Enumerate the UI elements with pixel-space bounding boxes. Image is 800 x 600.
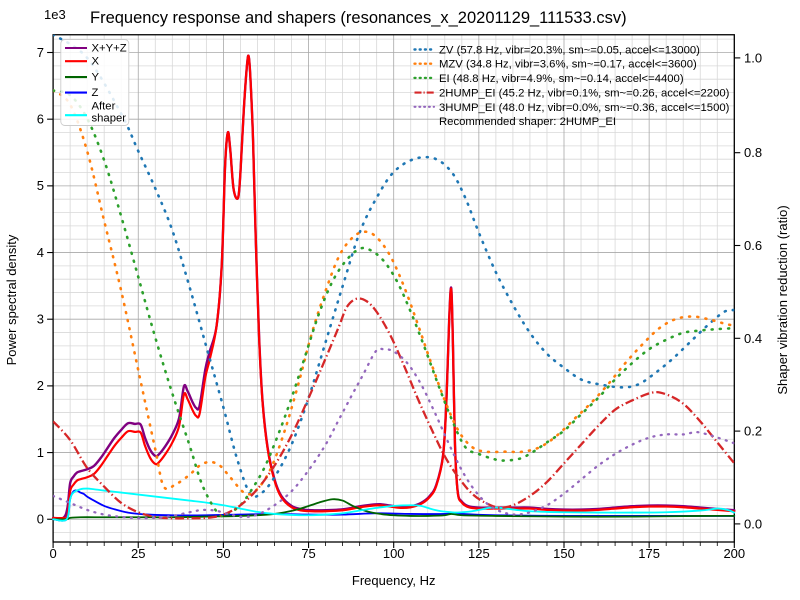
svg-text:ZV (57.8 Hz, vibr=20.3%, sm~=0: ZV (57.8 Hz, vibr=20.3%, sm~=0.05, accel…: [439, 45, 700, 57]
svg-text:6: 6: [37, 111, 44, 126]
svg-text:X+Y+Z: X+Y+Z: [92, 43, 127, 55]
svg-text:X: X: [92, 56, 100, 68]
svg-text:After: After: [92, 101, 116, 113]
svg-text:2HUMP_EI (45.2 Hz, vibr=0.1%,: 2HUMP_EI (45.2 Hz, vibr=0.1%, sm~=0.26, …: [439, 88, 730, 100]
svg-text:0: 0: [37, 512, 44, 527]
svg-text:100: 100: [383, 546, 405, 561]
svg-text:2: 2: [37, 378, 44, 393]
svg-text:125: 125: [468, 546, 490, 561]
svg-text:0: 0: [49, 546, 56, 561]
svg-text:Frequency response and shapers: Frequency response and shapers (resonanc…: [90, 9, 627, 27]
svg-text:0.8: 0.8: [744, 145, 762, 160]
svg-text:50: 50: [216, 546, 230, 561]
svg-text:Frequency, Hz: Frequency, Hz: [352, 573, 436, 588]
svg-text:Power spectral density: Power spectral density: [4, 234, 19, 365]
svg-text:1e3: 1e3: [44, 7, 66, 22]
svg-text:Shaper vibration reduction (ra: Shaper vibration reduction (ratio): [775, 205, 790, 394]
svg-text:EI (48.8 Hz, vibr=4.9%, sm~=0.: EI (48.8 Hz, vibr=4.9%, sm~=0.14, accel<…: [439, 73, 684, 85]
svg-text:1: 1: [37, 445, 44, 460]
svg-text:175: 175: [638, 546, 660, 561]
svg-text:Z: Z: [92, 87, 99, 99]
svg-text:0.4: 0.4: [744, 331, 762, 346]
svg-text:3HUMP_EI (48.0 Hz, vibr=0.0%,: 3HUMP_EI (48.0 Hz, vibr=0.0%, sm~=0.36, …: [439, 102, 730, 114]
svg-text:0.2: 0.2: [744, 424, 762, 439]
svg-text:Y: Y: [92, 72, 100, 84]
svg-text:200: 200: [723, 546, 745, 561]
svg-text:4: 4: [37, 245, 44, 260]
svg-text:Recommended shaper: 2HUMP_EI: Recommended shaper: 2HUMP_EI: [439, 116, 616, 128]
svg-text:0.6: 0.6: [744, 238, 762, 253]
svg-text:25: 25: [131, 546, 145, 561]
svg-text:0.0: 0.0: [744, 516, 762, 531]
svg-text:3: 3: [37, 311, 44, 326]
svg-text:75: 75: [301, 546, 315, 561]
svg-text:150: 150: [553, 546, 575, 561]
svg-text:5: 5: [37, 178, 44, 193]
svg-text:1.0: 1.0: [744, 50, 762, 65]
svg-text:7: 7: [37, 45, 44, 60]
svg-text:MZV (34.8 Hz, vibr=3.6%, sm~=0: MZV (34.8 Hz, vibr=3.6%, sm~=0.17, accel…: [439, 59, 697, 71]
svg-text:shaper: shaper: [92, 113, 127, 125]
